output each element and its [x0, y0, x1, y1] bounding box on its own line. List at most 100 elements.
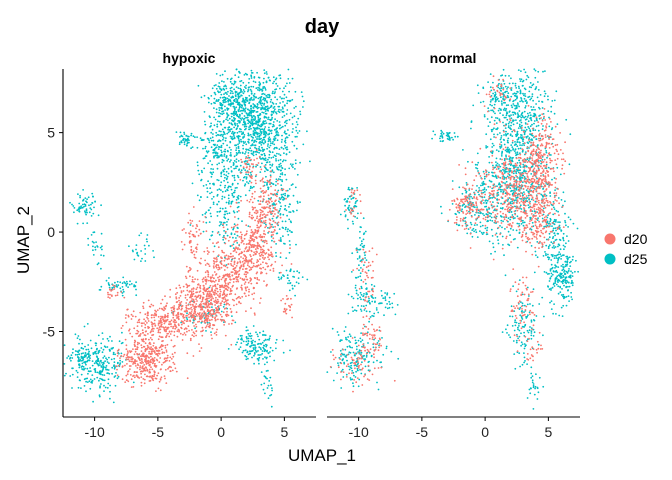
point [270, 253, 273, 256]
point [242, 144, 244, 147]
point [170, 358, 173, 360]
point [273, 92, 276, 95]
point [286, 146, 288, 149]
series-d20-hypoxic [107, 149, 293, 392]
point [215, 300, 218, 303]
point [243, 103, 246, 106]
point [223, 153, 226, 156]
point [507, 126, 510, 129]
point [280, 196, 283, 199]
point [267, 118, 269, 121]
point [240, 106, 243, 109]
point [266, 145, 269, 147]
point [524, 106, 527, 109]
point [530, 109, 533, 111]
point [251, 143, 254, 146]
point [223, 293, 226, 296]
point [251, 293, 254, 296]
point [272, 76, 275, 79]
point [124, 282, 127, 285]
point [266, 387, 269, 389]
point [140, 260, 142, 262]
point [486, 118, 489, 120]
point [82, 189, 84, 191]
point [246, 272, 249, 274]
point [269, 394, 271, 397]
point [162, 340, 164, 342]
point [285, 96, 288, 99]
point [167, 367, 169, 370]
point [264, 219, 267, 222]
point [282, 101, 284, 103]
point [555, 90, 558, 93]
point [165, 319, 167, 322]
point [248, 215, 251, 218]
point [256, 229, 259, 232]
point [520, 78, 523, 81]
point [157, 372, 160, 375]
point [174, 293, 177, 296]
point [226, 221, 228, 223]
point [268, 146, 271, 149]
point [146, 316, 148, 319]
panel-normal [326, 68, 579, 410]
point [216, 189, 219, 191]
point [262, 388, 265, 391]
point [245, 243, 248, 246]
point [507, 92, 510, 95]
point [143, 345, 146, 348]
point [221, 276, 224, 279]
point [229, 99, 232, 101]
point [260, 209, 263, 212]
point [517, 69, 520, 71]
point [542, 125, 544, 127]
point [189, 308, 191, 310]
point [96, 245, 98, 247]
point [505, 104, 508, 107]
point [283, 275, 285, 277]
point [144, 355, 147, 357]
point [164, 316, 167, 319]
point [218, 112, 220, 114]
point [244, 98, 247, 101]
point [152, 350, 154, 353]
point [147, 318, 149, 320]
point [216, 193, 219, 196]
point [119, 359, 121, 362]
point [472, 104, 475, 107]
point [67, 355, 70, 358]
point [125, 374, 128, 377]
point [74, 353, 77, 356]
point [141, 257, 143, 260]
point [547, 98, 549, 101]
point [79, 196, 81, 199]
point [250, 258, 253, 261]
point [279, 154, 282, 157]
point [517, 115, 520, 118]
point [241, 334, 243, 337]
point [141, 346, 143, 349]
point [142, 378, 145, 380]
point [271, 389, 273, 392]
point [280, 141, 283, 143]
point [214, 92, 216, 94]
point [247, 329, 249, 332]
point [212, 139, 215, 142]
point [517, 91, 519, 93]
point [223, 301, 226, 304]
point [260, 348, 262, 351]
point [291, 98, 294, 101]
point [98, 362, 101, 364]
point [227, 218, 230, 221]
point [290, 297, 292, 300]
point [237, 147, 240, 150]
point [241, 133, 243, 136]
point [162, 361, 165, 364]
point [99, 377, 101, 380]
point [81, 203, 84, 206]
point [289, 244, 291, 246]
point [224, 207, 227, 210]
point [529, 125, 532, 128]
point [516, 145, 519, 148]
point [243, 184, 246, 187]
